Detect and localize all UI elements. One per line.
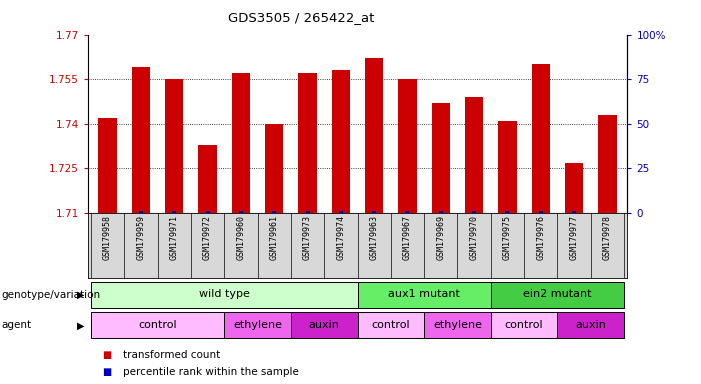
Bar (291, 313, 358, 338)
Text: wild type: wild type (199, 289, 250, 299)
Text: GSM179959: GSM179959 (137, 215, 145, 260)
Text: percentile rank within the sample: percentile rank within the sample (123, 367, 299, 377)
Text: auxin: auxin (308, 320, 339, 330)
Bar (232, 73, 250, 213)
Text: auxin: auxin (576, 320, 606, 330)
Text: ▶: ▶ (76, 320, 84, 331)
Text: GSM179961: GSM179961 (270, 215, 279, 260)
Text: ■: ■ (102, 367, 111, 377)
Bar (132, 67, 150, 213)
Text: GSM179973: GSM179973 (303, 215, 312, 260)
Text: GSM179971: GSM179971 (170, 215, 179, 260)
Text: ethylene: ethylene (233, 320, 282, 330)
Bar (165, 79, 184, 213)
Bar (398, 79, 416, 213)
Bar (98, 118, 117, 213)
Text: GSM179963: GSM179963 (369, 215, 379, 260)
Bar (91, 282, 358, 308)
Text: GSM179974: GSM179974 (336, 215, 346, 260)
Text: GSM179969: GSM179969 (436, 215, 445, 260)
Text: GSM179972: GSM179972 (203, 215, 212, 260)
Text: GSM179958: GSM179958 (103, 215, 112, 260)
Bar (299, 73, 317, 213)
Text: GSM179977: GSM179977 (570, 215, 578, 260)
Bar (332, 70, 350, 213)
Bar (432, 103, 450, 213)
Bar (91, 313, 224, 338)
Text: GSM179967: GSM179967 (403, 215, 412, 260)
Bar (358, 282, 491, 308)
Text: ▶: ▶ (76, 290, 84, 300)
Bar (358, 313, 424, 338)
Bar (557, 313, 624, 338)
Bar (465, 97, 483, 213)
Bar (491, 282, 624, 308)
Text: GSM179960: GSM179960 (236, 215, 245, 260)
Text: transformed count: transformed count (123, 350, 220, 360)
Text: GSM179975: GSM179975 (503, 215, 512, 260)
Bar (224, 313, 291, 338)
Text: aux1 mutant: aux1 mutant (388, 289, 460, 299)
Text: control: control (505, 320, 543, 330)
Bar (424, 313, 491, 338)
Text: GSM179970: GSM179970 (470, 215, 479, 260)
Bar (598, 115, 617, 213)
Bar (498, 121, 517, 213)
Text: control: control (372, 320, 410, 330)
Text: agent: agent (1, 320, 32, 331)
Text: ein2 mutant: ein2 mutant (523, 289, 592, 299)
Text: GSM179978: GSM179978 (603, 215, 612, 260)
Bar (265, 124, 283, 213)
Text: GDS3505 / 265422_at: GDS3505 / 265422_at (229, 12, 374, 25)
Bar (491, 313, 557, 338)
Text: control: control (138, 320, 177, 330)
Text: genotype/variation: genotype/variation (1, 290, 100, 300)
Text: GSM179976: GSM179976 (536, 215, 545, 260)
Bar (565, 162, 583, 213)
Text: ■: ■ (102, 350, 111, 360)
Text: ethylene: ethylene (433, 320, 482, 330)
Bar (198, 145, 217, 213)
Bar (531, 64, 550, 213)
Bar (365, 58, 383, 213)
